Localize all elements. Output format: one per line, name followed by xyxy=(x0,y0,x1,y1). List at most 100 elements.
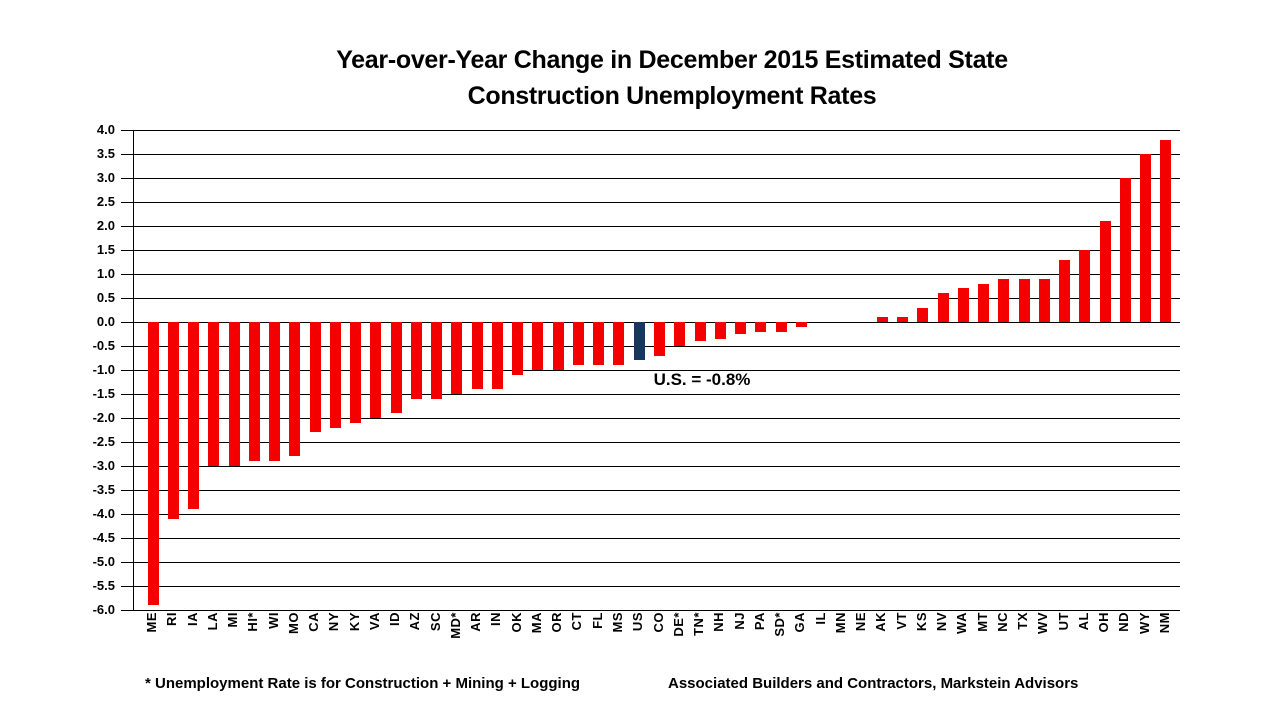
x-tick-label-mt: MT xyxy=(974,612,990,632)
y-tick-label: 1.0 xyxy=(96,266,115,281)
bar-ma xyxy=(532,322,544,370)
x-tick-label-pa: PA xyxy=(751,612,767,631)
bar-nd xyxy=(1119,178,1131,322)
x-tick-label-ms: MS xyxy=(609,612,625,633)
x-tick-label-ky: KY xyxy=(346,612,362,632)
gridline xyxy=(121,538,1180,539)
bar-nv xyxy=(937,293,949,323)
bar-in xyxy=(491,322,503,389)
x-tick-label-ct: CT xyxy=(569,612,585,631)
bar-md xyxy=(451,322,463,394)
x-tick-label-co: CO xyxy=(650,612,666,633)
x-tick-label-mo: MO xyxy=(285,612,301,634)
bar-sc xyxy=(431,322,443,399)
bar-ar xyxy=(471,322,483,389)
x-tick-label-de: DE* xyxy=(670,612,686,637)
y-tick-label: -2.5 xyxy=(92,434,115,449)
x-tick-label-il: IL xyxy=(812,612,828,625)
gridline xyxy=(121,442,1180,443)
bar-co xyxy=(654,322,665,356)
gridline xyxy=(121,370,1180,371)
gridline xyxy=(121,394,1180,395)
bar-id xyxy=(390,322,402,413)
y-tick-label: -3.5 xyxy=(92,482,115,497)
x-tick-label-ga: GA xyxy=(792,612,808,633)
gridline xyxy=(121,226,1180,227)
x-tick-label-me: ME xyxy=(144,612,160,633)
x-tick-label-md: MD* xyxy=(447,612,463,639)
gridline xyxy=(121,322,1180,323)
x-tick-label-ak: AK xyxy=(873,612,889,632)
x-tick-label-us: US xyxy=(630,612,646,632)
bar-mt xyxy=(978,283,990,322)
plot-area xyxy=(121,130,1180,611)
gridline xyxy=(121,274,1180,275)
gridline xyxy=(121,202,1180,203)
y-tick-label: -5.5 xyxy=(92,578,115,593)
bar-wi xyxy=(269,322,281,461)
gridline xyxy=(121,346,1180,347)
y-tick-label: 2.5 xyxy=(96,194,115,209)
y-tick-label: 0.0 xyxy=(96,314,115,329)
x-tick-label-tn: TN* xyxy=(691,612,706,636)
bar-nm xyxy=(1160,139,1172,322)
bar-ri xyxy=(167,322,179,519)
y-tick-label: -2.0 xyxy=(92,410,115,425)
x-tick-label-vt: VT xyxy=(893,612,909,630)
gridline xyxy=(121,154,1180,155)
bar-wy xyxy=(1140,154,1152,322)
bar-wv xyxy=(1038,278,1050,322)
x-tick-label-nd: ND xyxy=(1116,612,1132,632)
y-tick-label: 1.5 xyxy=(96,242,115,257)
y-tick-label: -1.5 xyxy=(92,386,115,401)
x-tick-label-ca: CA xyxy=(306,612,322,632)
gridline xyxy=(121,610,1180,611)
x-tick-label-fl: FL xyxy=(589,612,605,629)
x-tick-label-nc: NC xyxy=(994,612,1010,632)
bar-wa xyxy=(957,288,969,323)
bar-hi xyxy=(248,322,260,461)
y-tick-label: 0.5 xyxy=(96,290,115,305)
bar-us xyxy=(633,322,645,360)
x-tick-label-la: LA xyxy=(204,612,220,631)
x-tick-label-nj: NJ xyxy=(731,612,747,630)
bar-tn xyxy=(694,322,706,341)
x-tick-label-wv: WV xyxy=(1035,612,1051,634)
y-axis-line xyxy=(133,130,134,611)
x-tick-label-tx: TX xyxy=(1015,612,1031,630)
chart-title-line2: Construction Unemployment Rates xyxy=(467,82,877,110)
chart-title-line1: Year-over-Year Change in December 2015 E… xyxy=(336,46,1008,74)
x-tick-label-nh: NH xyxy=(711,612,727,632)
bar-ut xyxy=(1059,259,1071,322)
bar-az xyxy=(410,322,422,399)
x-tick-label-hi: HI* xyxy=(245,612,261,632)
x-tick-label-ri: RI xyxy=(164,612,180,626)
x-tick-label-oh: OH xyxy=(1096,612,1112,633)
y-tick-label: 3.5 xyxy=(96,146,115,161)
x-tick-label-mn: MN xyxy=(832,612,848,634)
y-tick-label: -3.0 xyxy=(92,458,115,473)
chart-title: Year-over-Year Change in December 2015 E… xyxy=(336,42,1008,114)
y-tick-label: 2.0 xyxy=(96,218,115,233)
x-tick-label-ny: NY xyxy=(326,612,342,632)
y-tick-label: 4.0 xyxy=(96,122,115,137)
bar-fl xyxy=(593,322,605,365)
x-tick-label-sc: SC xyxy=(427,612,443,632)
bar-mo xyxy=(289,322,301,456)
bar-pa xyxy=(755,322,767,332)
x-tick-label-ar: AR xyxy=(468,612,484,632)
gridline xyxy=(121,418,1180,419)
bar-me xyxy=(147,322,159,605)
bar-nh xyxy=(714,322,726,339)
gridline xyxy=(121,562,1180,563)
gridline xyxy=(121,466,1180,467)
y-tick-label: 3.0 xyxy=(96,170,115,185)
bar-ks xyxy=(917,307,929,322)
bar-vt xyxy=(897,317,909,323)
bar-la xyxy=(208,322,220,466)
bar-nj xyxy=(735,322,747,334)
bar-or xyxy=(552,322,564,370)
bar-al xyxy=(1079,250,1091,322)
gridline xyxy=(121,298,1180,299)
